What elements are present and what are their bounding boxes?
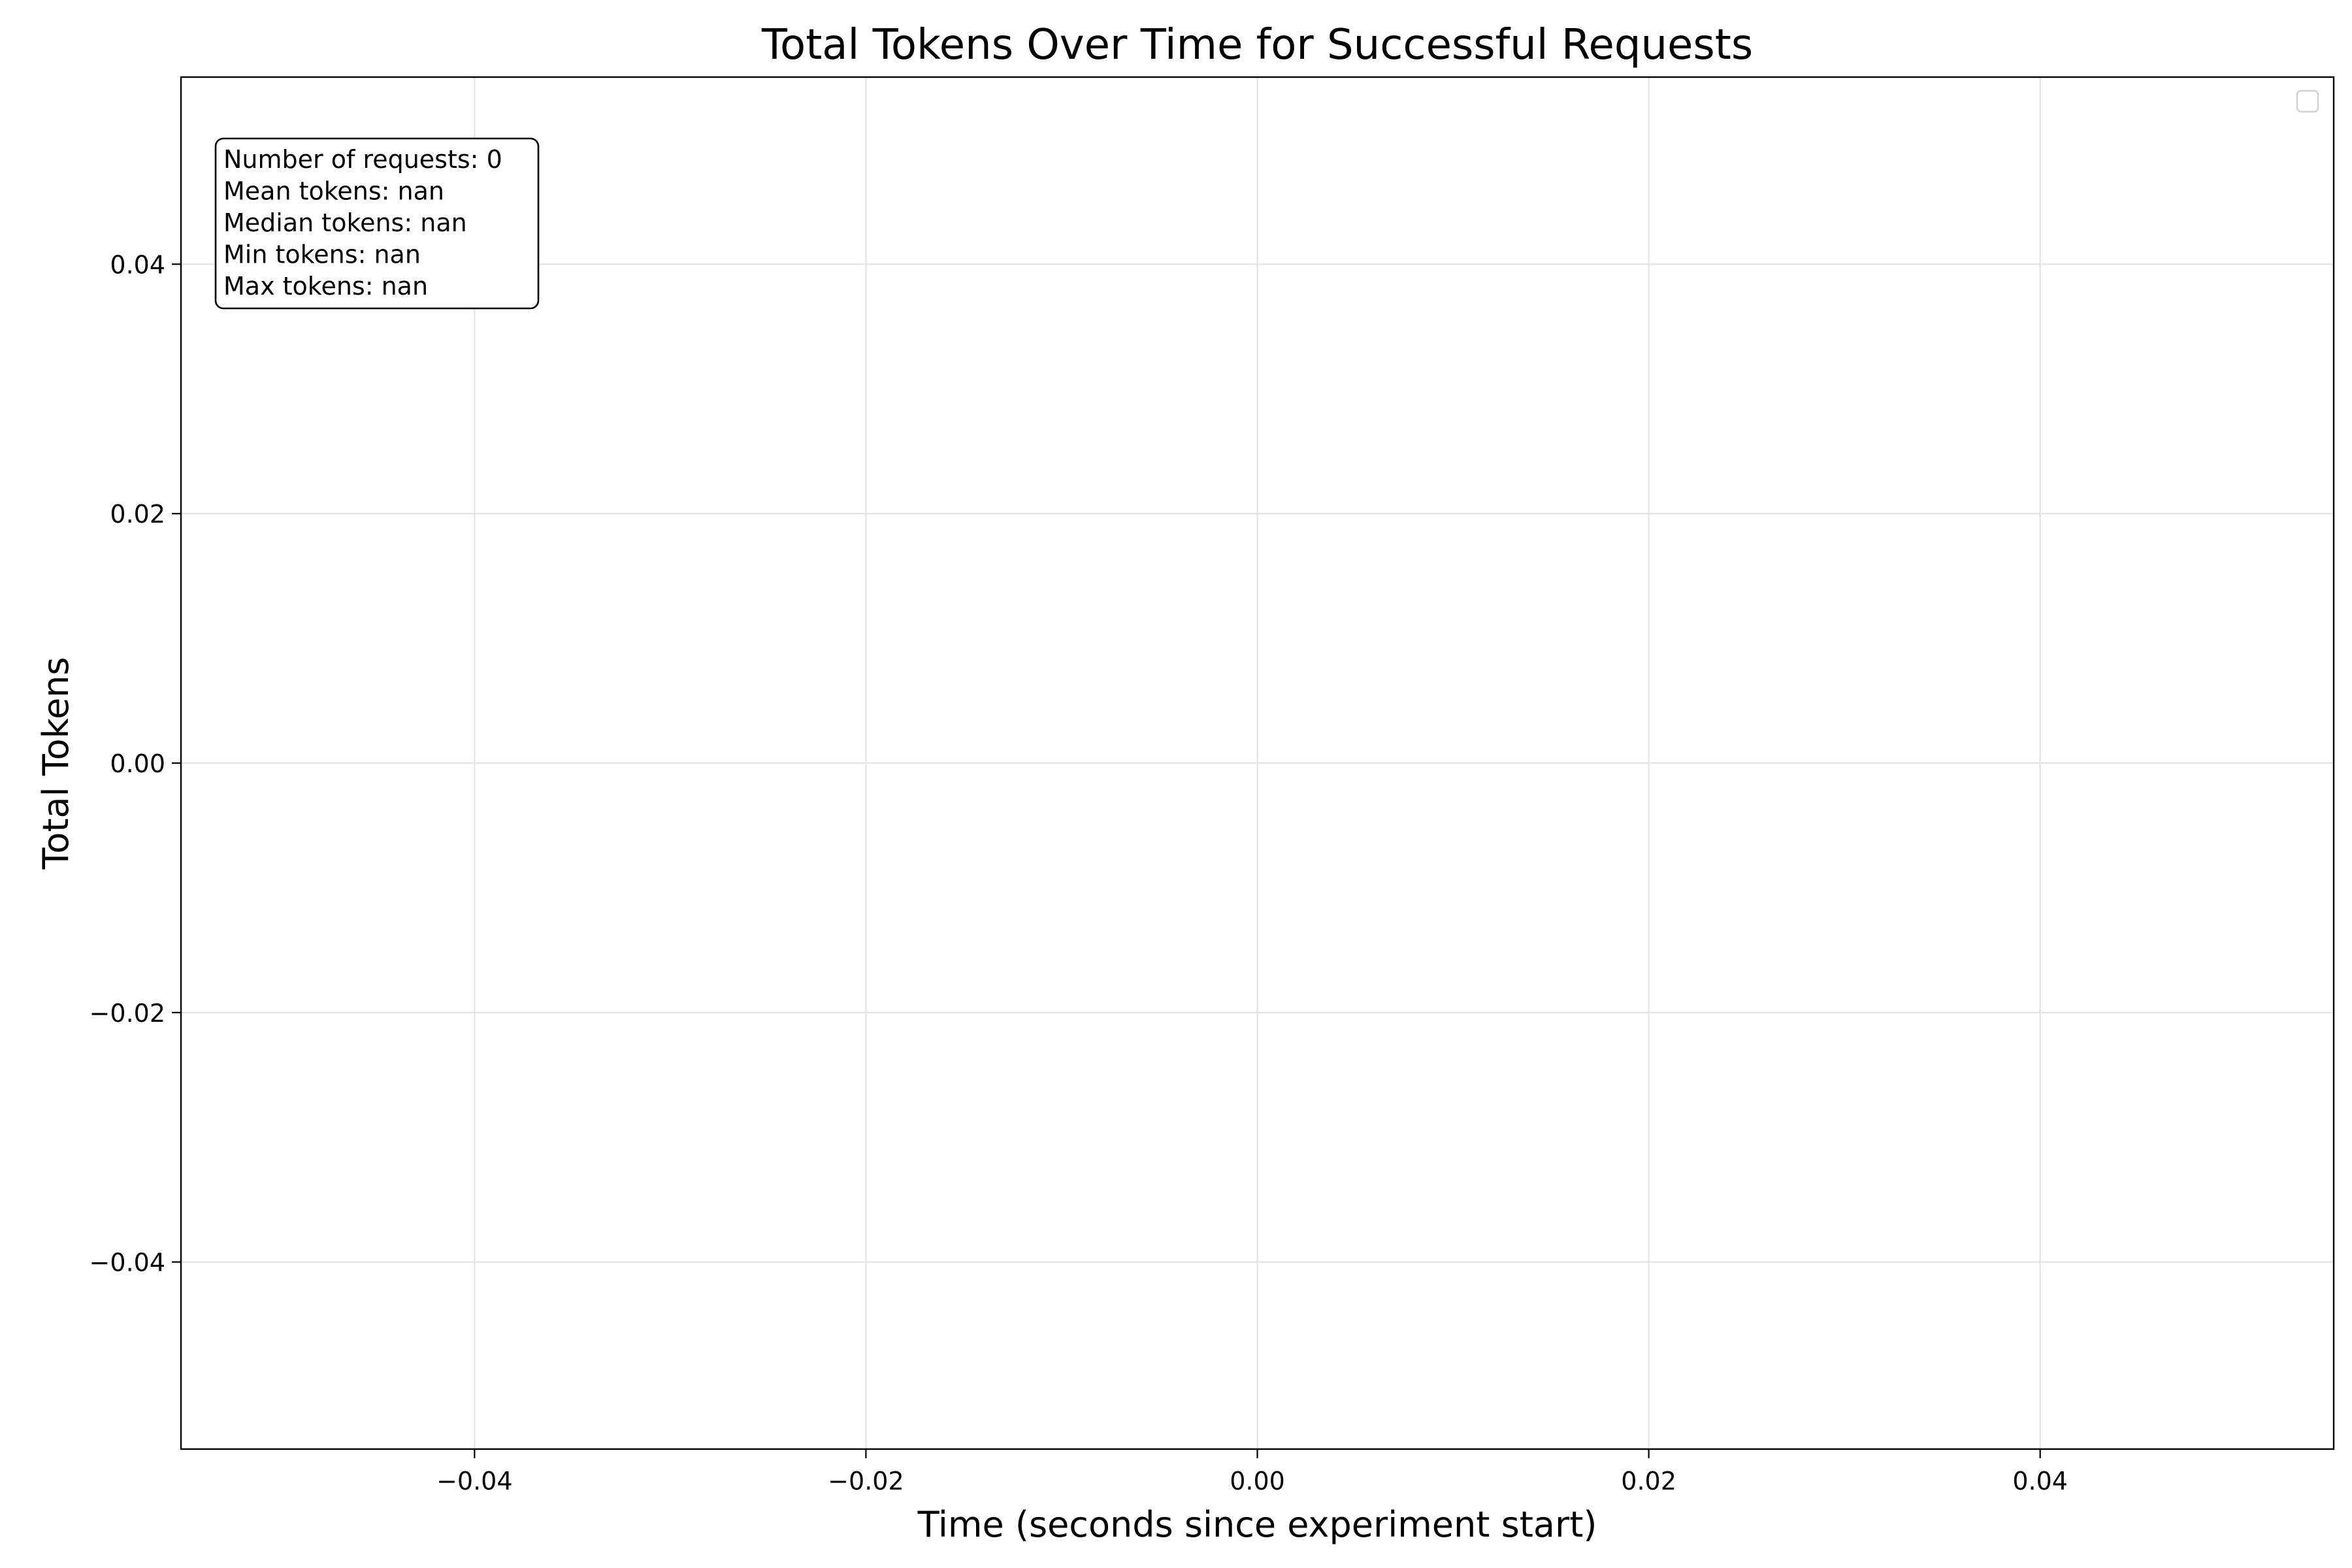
y-axis-title: Total Tokens (35, 657, 76, 870)
x-axis-title: Time (seconds since experiment start) (917, 1504, 1597, 1545)
y-axis-ticks: −0.04 −0.02 0.00 0.02 0.04 (90, 250, 181, 1277)
legend-box-empty (2296, 90, 2319, 113)
stats-annotation: Number of requests: 0 Mean tokens: nan M… (214, 137, 540, 310)
y-tick-label: 0.02 (110, 500, 165, 529)
y-tick-label: −0.02 (90, 999, 165, 1028)
chart-title: Total Tokens Over Time for Successful Re… (761, 21, 1753, 69)
y-tick-label: 0.00 (110, 749, 165, 778)
stats-min-tokens: Min tokens: nan (223, 240, 421, 269)
y-tick-label: 0.04 (110, 250, 165, 279)
stats-max-tokens: Max tokens: nan (223, 272, 428, 301)
grid-layer (181, 77, 2334, 1449)
stats-requests-count: Number of requests: 0 (223, 145, 502, 174)
x-axis-ticks: −0.04 −0.02 0.00 0.02 0.04 (436, 1449, 2068, 1495)
y-tick-label: −0.04 (90, 1249, 165, 1277)
x-tick-label: 0.00 (1230, 1467, 1285, 1495)
x-tick-label: 0.04 (2012, 1467, 2068, 1495)
stats-median-tokens: Median tokens: nan (223, 208, 467, 237)
stats-mean-tokens: Mean tokens: nan (223, 177, 444, 206)
x-tick-label: −0.04 (436, 1467, 512, 1495)
x-tick-label: 0.02 (1621, 1467, 1676, 1495)
stats-annotation-box (214, 137, 540, 310)
x-tick-label: −0.02 (828, 1467, 904, 1495)
